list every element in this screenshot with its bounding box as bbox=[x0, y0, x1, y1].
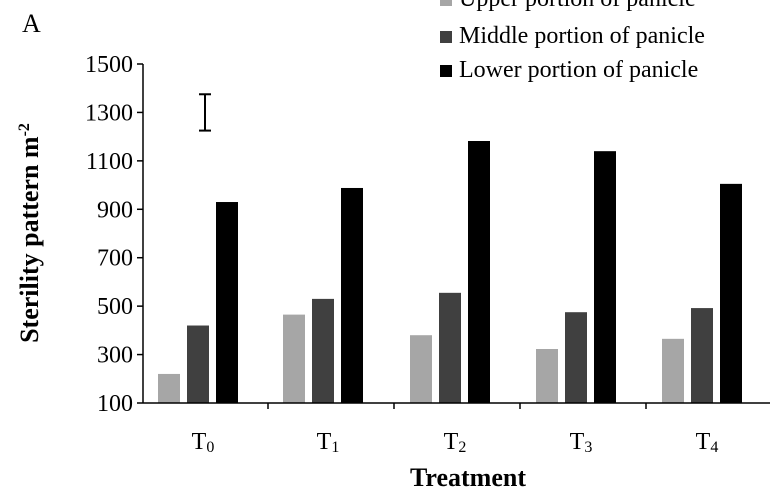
y-tick-label: 500 bbox=[97, 294, 133, 320]
bar bbox=[216, 202, 238, 403]
legend: Upper portion of panicle Middle portion o… bbox=[440, 0, 705, 83]
legend-swatch bbox=[440, 31, 452, 43]
y-tick-label: 100 bbox=[97, 391, 133, 417]
bar bbox=[468, 141, 490, 403]
bar bbox=[439, 292, 461, 403]
x-axis-title: Treatment bbox=[410, 463, 526, 492]
x-axis-ticks: T0 T1 T2 T3 T4 bbox=[192, 403, 719, 456]
bar bbox=[594, 151, 616, 403]
bar bbox=[410, 335, 432, 403]
bar bbox=[187, 325, 209, 403]
y-axis-title-text: Sterility pattern m bbox=[15, 136, 44, 343]
bar bbox=[536, 349, 558, 403]
legend-label: Upper portion of panicle bbox=[459, 0, 696, 12]
bar bbox=[158, 373, 180, 403]
y-tick-label: 700 bbox=[97, 246, 133, 272]
bar bbox=[662, 338, 684, 403]
panel-label: A bbox=[22, 9, 41, 38]
bar bbox=[565, 312, 587, 403]
legend-label: Middle portion of panicle bbox=[459, 23, 705, 49]
error-bar bbox=[199, 93, 211, 132]
x-tick-label: T3 bbox=[570, 429, 593, 456]
bar bbox=[312, 298, 334, 403]
y-axis-ticks: 100 300 500 700 900 1100 1300 1500 bbox=[85, 52, 143, 417]
x-tick-label: T1 bbox=[317, 429, 340, 456]
bars bbox=[158, 141, 742, 403]
y-tick-label: 1300 bbox=[85, 100, 133, 126]
y-tick-label: 1100 bbox=[86, 149, 133, 175]
bar bbox=[720, 183, 742, 403]
legend-label: Lower portion of panicle bbox=[459, 57, 698, 83]
legend-swatch bbox=[440, 0, 452, 6]
y-axis-title: Sterility pattern m-2 bbox=[15, 123, 44, 343]
x-tick-label: T0 bbox=[192, 429, 215, 456]
legend-swatch bbox=[440, 65, 452, 77]
bar bbox=[341, 187, 363, 403]
x-tick-label: T2 bbox=[444, 429, 467, 456]
bar bbox=[691, 308, 713, 403]
x-tick-label: T4 bbox=[696, 429, 719, 456]
y-tick-label: 300 bbox=[97, 343, 133, 369]
y-tick-label: 900 bbox=[97, 197, 133, 223]
y-tick-label: 1500 bbox=[85, 52, 133, 78]
bar bbox=[283, 314, 305, 403]
axes bbox=[142, 64, 770, 404]
y-axis-title-superscript: -2 bbox=[16, 123, 33, 136]
